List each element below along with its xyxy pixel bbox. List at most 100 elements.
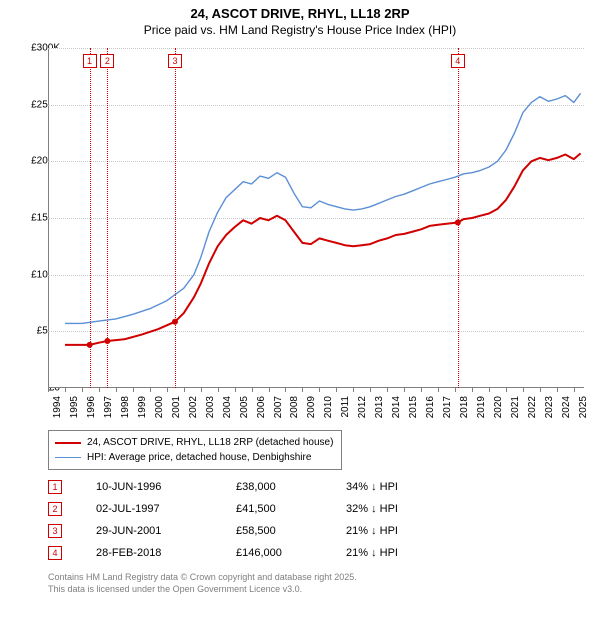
footer-attribution: Contains HM Land Registry data © Crown c… xyxy=(48,572,357,595)
x-tick xyxy=(65,388,66,392)
series-price_paid xyxy=(65,153,581,345)
x-tick xyxy=(319,388,320,392)
x-tick-label: 2005 xyxy=(239,396,250,424)
x-tick-label: 2011 xyxy=(340,396,351,424)
sale-hpi-diff: 21% ↓ HPI xyxy=(346,525,398,537)
x-tick-label: 2023 xyxy=(544,396,555,424)
sale-date: 29-JUN-2001 xyxy=(96,525,236,537)
x-tick xyxy=(285,388,286,392)
x-tick xyxy=(235,388,236,392)
legend-label: HPI: Average price, detached house, Denb… xyxy=(87,452,311,463)
title-subtitle: Price paid vs. HM Land Registry's House … xyxy=(0,23,600,37)
sales-table: 1 10-JUN-1996£38,00034% ↓ HPI 202-JUL-1997… xyxy=(48,476,398,564)
sale-price: £146,000 xyxy=(236,547,346,559)
x-tick-label: 2018 xyxy=(459,396,470,424)
footer-line1: Contains HM Land Registry data © Crown c… xyxy=(48,572,357,584)
x-tick xyxy=(523,388,524,392)
x-tick xyxy=(167,388,168,392)
sale-marker-box: 4 xyxy=(48,546,62,560)
x-tick xyxy=(540,388,541,392)
x-tick xyxy=(455,388,456,392)
x-tick xyxy=(150,388,151,392)
x-tick xyxy=(116,388,117,392)
x-tick-label: 2000 xyxy=(154,396,165,424)
x-tick xyxy=(184,388,185,392)
sale-hpi-diff: 21% ↓ HPI xyxy=(346,547,398,559)
x-tick xyxy=(574,388,575,392)
x-tick-label: 2015 xyxy=(408,396,419,424)
x-tick-label: 2013 xyxy=(374,396,385,424)
x-tick xyxy=(218,388,219,392)
x-tick xyxy=(421,388,422,392)
x-tick-label: 2014 xyxy=(391,396,402,424)
x-tick xyxy=(404,388,405,392)
sale-point xyxy=(455,220,461,226)
chart-lines xyxy=(48,48,584,388)
x-tick xyxy=(336,388,337,392)
x-tick-label: 2017 xyxy=(442,396,453,424)
x-tick xyxy=(252,388,253,392)
x-tick-label: 2025 xyxy=(578,396,589,424)
x-tick xyxy=(353,388,354,392)
x-tick-label: 2022 xyxy=(527,396,538,424)
sale-marker-box: 2 xyxy=(48,502,62,516)
sale-point xyxy=(172,319,178,325)
x-tick-label: 1996 xyxy=(86,396,97,424)
x-tick-label: 2024 xyxy=(561,396,572,424)
x-tick xyxy=(506,388,507,392)
x-tick xyxy=(48,388,49,392)
x-tick-label: 1995 xyxy=(69,396,80,424)
sale-point xyxy=(87,342,93,348)
x-tick xyxy=(370,388,371,392)
x-tick-label: 2003 xyxy=(205,396,216,424)
sale-marker-box: 3 xyxy=(48,524,62,538)
footer-line2: This data is licensed under the Open Gov… xyxy=(48,584,357,596)
x-tick xyxy=(82,388,83,392)
x-tick xyxy=(99,388,100,392)
x-tick-label: 2016 xyxy=(425,396,436,424)
x-tick xyxy=(302,388,303,392)
sale-price: £58,500 xyxy=(236,525,346,537)
legend-row: 24, ASCOT DRIVE, RHYL, LL18 2RP (detache… xyxy=(55,435,333,450)
table-row: 428-FEB-2018£146,00021% ↓ HPI xyxy=(48,542,398,564)
x-tick xyxy=(133,388,134,392)
x-tick xyxy=(438,388,439,392)
x-tick-label: 2010 xyxy=(323,396,334,424)
legend-swatch xyxy=(55,457,81,458)
title-address: 24, ASCOT DRIVE, RHYL, LL18 2RP xyxy=(0,6,600,21)
sale-marker-box: 1 xyxy=(48,480,62,494)
chart-plot-area: 1234 xyxy=(48,48,584,388)
x-tick-label: 2008 xyxy=(289,396,300,424)
table-row: 1 10-JUN-1996£38,00034% ↓ HPI xyxy=(48,476,398,498)
x-tick xyxy=(472,388,473,392)
legend-swatch xyxy=(55,442,81,444)
x-tick-label: 2007 xyxy=(273,396,284,424)
table-row: 202-JUL-1997£41,50032% ↓ HPI xyxy=(48,498,398,520)
x-tick-label: 2021 xyxy=(510,396,521,424)
x-tick-label: 2001 xyxy=(171,396,182,424)
chart-title-block: 24, ASCOT DRIVE, RHYL, LL18 2RP Price pa… xyxy=(0,0,600,37)
legend-row: HPI: Average price, detached house, Denb… xyxy=(55,450,333,465)
x-tick-label: 1999 xyxy=(137,396,148,424)
x-tick-label: 1998 xyxy=(120,396,131,424)
sale-price: £38,000 xyxy=(236,481,346,493)
x-tick-label: 1994 xyxy=(52,396,63,424)
table-row: 3 29-JUN-2001£58,50021% ↓ HPI xyxy=(48,520,398,542)
x-tick-label: 2004 xyxy=(222,396,233,424)
x-tick-label: 2020 xyxy=(493,396,504,424)
x-tick xyxy=(201,388,202,392)
x-tick-label: 2002 xyxy=(188,396,199,424)
sale-date: 10-JUN-1996 xyxy=(96,481,236,493)
x-tick xyxy=(557,388,558,392)
x-tick-label: 2019 xyxy=(476,396,487,424)
sale-hpi-diff: 34% ↓ HPI xyxy=(346,481,398,493)
x-tick xyxy=(387,388,388,392)
series-hpi xyxy=(65,93,581,323)
sale-price: £41,500 xyxy=(236,503,346,515)
legend-label: 24, ASCOT DRIVE, RHYL, LL18 2RP (detache… xyxy=(87,437,333,448)
x-tick xyxy=(489,388,490,392)
sale-point xyxy=(104,338,110,344)
x-tick-label: 2009 xyxy=(306,396,317,424)
x-tick-label: 2006 xyxy=(256,396,267,424)
x-tick-label: 1997 xyxy=(103,396,114,424)
